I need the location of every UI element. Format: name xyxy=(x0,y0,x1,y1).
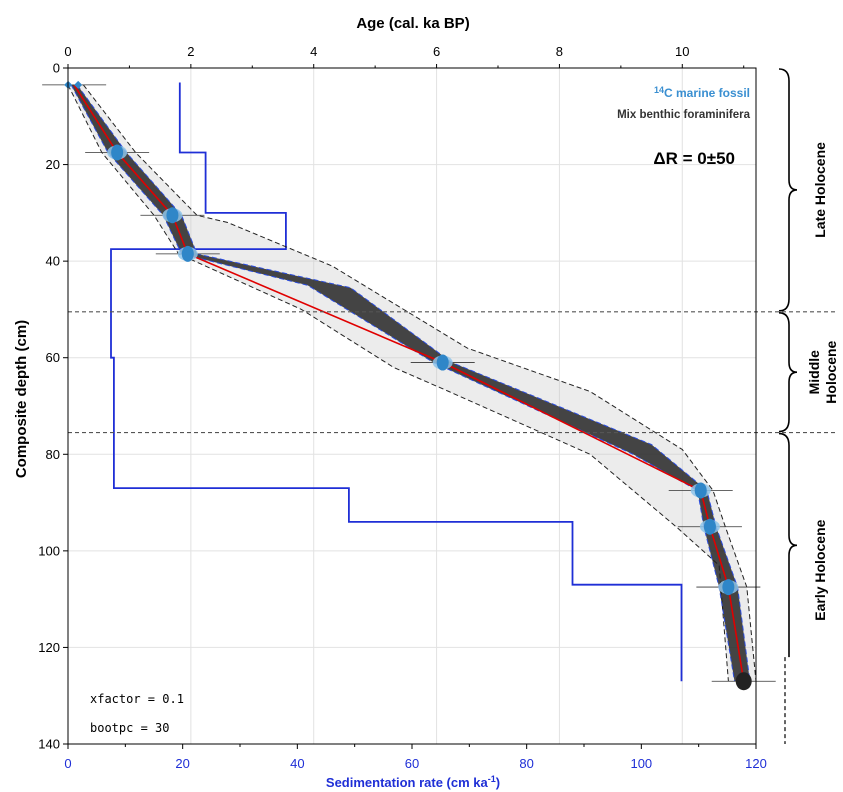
bootpc-annotation: bootpc = 30 xyxy=(90,721,169,735)
dated-sample-7 xyxy=(677,518,742,535)
dated-sample-marker xyxy=(166,207,179,224)
gridlines xyxy=(67,67,756,745)
dated-sample-3 xyxy=(140,207,205,224)
y-tick-label-60: 60 xyxy=(46,350,60,365)
delta-r-annotation: ΔR = 0±50 xyxy=(653,149,735,168)
outer-envelope-right-line xyxy=(83,84,757,682)
top-tick-label-8: 8 xyxy=(556,44,563,59)
plot-frame xyxy=(67,67,757,745)
y-tick-label-0: 0 xyxy=(53,61,60,76)
top-tick-label-4: 4 xyxy=(310,44,317,59)
top-tick-label-0: 0 xyxy=(64,44,71,59)
legend-line1: C marine fossil xyxy=(664,86,750,100)
y-tick-label-40: 40 xyxy=(46,254,60,269)
dated-sample-marker xyxy=(694,482,707,499)
median-age-line xyxy=(73,84,745,682)
top-tick-label-2: 2 xyxy=(187,44,194,59)
confidence-envelopes xyxy=(67,84,757,682)
outer-envelope-cloud xyxy=(68,84,756,682)
age-probability-cloud xyxy=(68,84,756,682)
y-tick-label-100: 100 xyxy=(38,543,60,558)
bracket-late-holocene xyxy=(778,68,798,312)
dated-sample-marker xyxy=(722,579,735,596)
dated-sample-marker-b xyxy=(74,80,83,89)
y-tick-label-140: 140 xyxy=(38,737,60,752)
inner-envelope-right-line xyxy=(76,84,751,682)
dated-sample-marker xyxy=(735,672,752,691)
bottom-tick-label-0: 0 xyxy=(64,756,71,771)
y-tick-label-120: 120 xyxy=(38,640,60,655)
y-tick-label-20: 20 xyxy=(46,157,60,172)
bottom-tick-label-120: 120 xyxy=(745,756,767,771)
dated-sample-marker xyxy=(111,144,124,161)
outer-envelope-left-line xyxy=(67,84,729,682)
age-core-band xyxy=(71,84,750,682)
period-middle-line1: Middle xyxy=(806,350,822,395)
inner-envelope-band xyxy=(71,84,750,682)
bracket-middle-holocene xyxy=(778,312,798,433)
dated-sample-8 xyxy=(696,579,761,596)
bracket-early-holocene xyxy=(778,432,798,658)
dated-samples-series xyxy=(42,80,776,691)
dated-sample-1 xyxy=(42,80,107,89)
top-tick-label-6: 6 xyxy=(433,44,440,59)
dated-sample-marker xyxy=(181,245,194,262)
legend-sup: 14 xyxy=(654,85,664,95)
period-late-holocene-label: Late Holocene xyxy=(812,142,828,238)
y-axis-title: Composite depth (cm) xyxy=(13,320,30,478)
sedimentation-rate-series xyxy=(110,82,683,682)
period-boundaries xyxy=(68,311,838,434)
legend-marine-fossil: 14C marine fossil xyxy=(654,85,750,100)
bottom-axis-title-main: Sedimentation rate (cm ka xyxy=(326,775,489,790)
holocene-periods: Late Holocene MiddleHolocene Early Holoc… xyxy=(778,68,839,744)
bottom-axis-title: Sedimentation rate (cm ka-1) xyxy=(326,774,500,790)
bottom-tick-label-40: 40 xyxy=(290,756,304,771)
bottom-tick-label-60: 60 xyxy=(405,756,419,771)
y-tick-label-80: 80 xyxy=(46,447,60,462)
bottom-axis-title-end: ) xyxy=(496,775,500,790)
bottom-tick-label-80: 80 xyxy=(519,756,533,771)
period-middle-holocene-label: MiddleHolocene xyxy=(806,340,839,403)
dated-sample-marker xyxy=(703,518,716,535)
dated-sample-marker xyxy=(436,354,449,371)
dated-sample-9 xyxy=(711,672,776,691)
legend-benthic-foraminifera: Mix benthic foraminifera xyxy=(617,109,751,121)
top-tick-label-10: 10 xyxy=(675,44,689,59)
median-age-series xyxy=(73,84,745,682)
bottom-axis-title-sup: -1 xyxy=(488,774,496,784)
period-middle-line2: Holocene xyxy=(823,340,839,403)
dated-sample-6 xyxy=(668,482,733,499)
period-early-holocene-label: Early Holocene xyxy=(812,519,828,620)
dated-sample-2 xyxy=(85,144,150,161)
bottom-tick-label-100: 100 xyxy=(630,756,652,771)
inner-envelope-left-line xyxy=(70,84,735,682)
bottom-tick-label-20: 20 xyxy=(175,756,189,771)
sedimentation-rate-line xyxy=(110,82,683,682)
dated-sample-5 xyxy=(410,354,475,371)
top-axis-title: Age (cal. ka BP) xyxy=(356,15,469,32)
xfactor-annotation: xfactor = 0.1 xyxy=(90,692,184,706)
dated-sample-4 xyxy=(155,245,220,262)
